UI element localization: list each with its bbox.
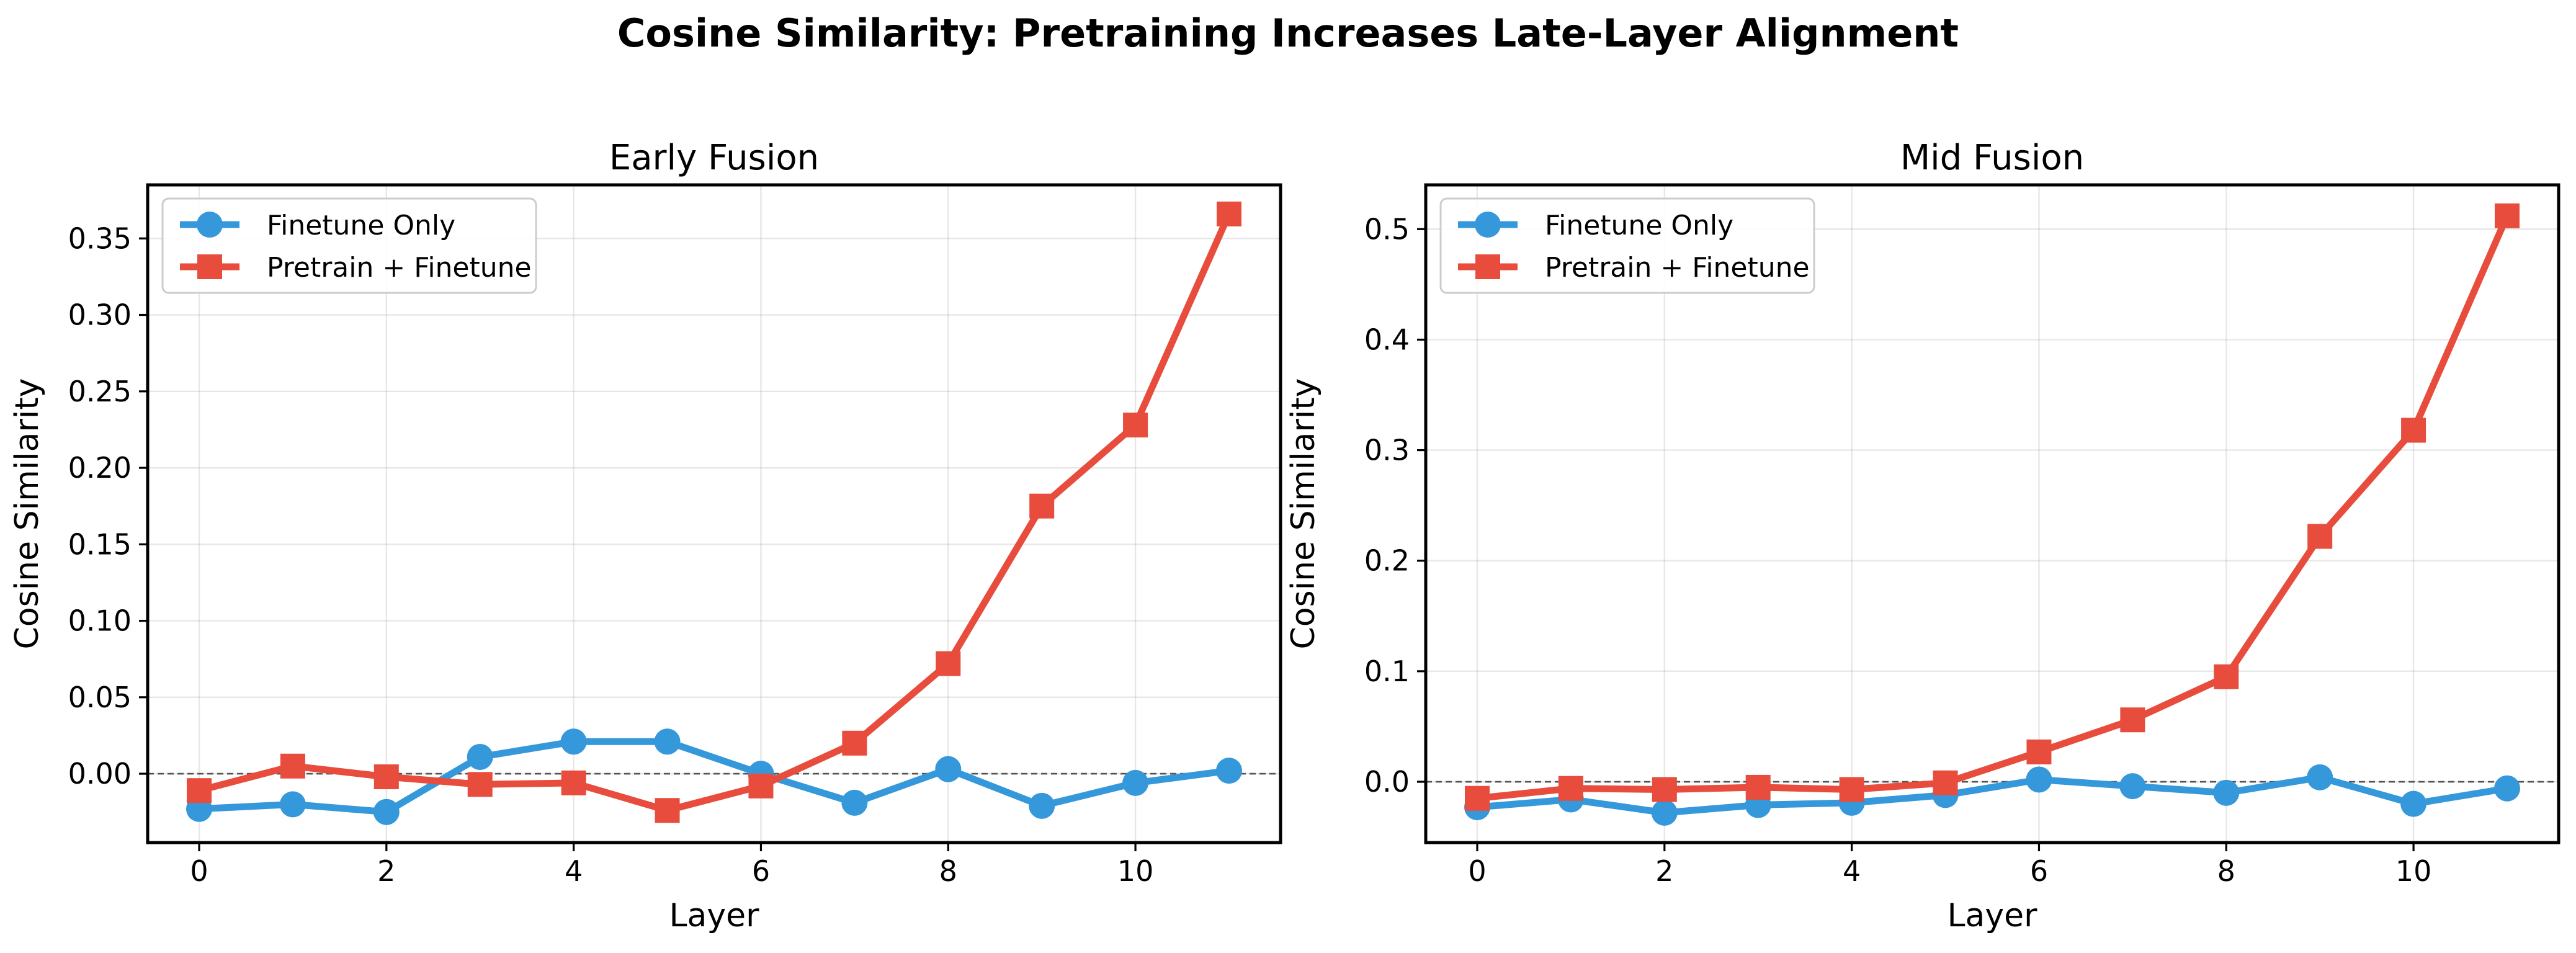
data-point xyxy=(2495,203,2520,228)
x-tick-label: 0 xyxy=(1468,854,1486,888)
data-point xyxy=(187,778,212,803)
figure-title: Cosine Similarity: Pretraining Increases… xyxy=(617,11,1959,56)
data-point xyxy=(841,789,868,816)
axes-frame xyxy=(1424,183,2560,844)
y-tick-label: 0.30 xyxy=(68,298,132,332)
data-point xyxy=(279,791,306,818)
series-line-pretrain-finetune xyxy=(1474,212,2511,802)
y-tick-label: 0.00 xyxy=(68,757,132,790)
data-point xyxy=(2214,664,2239,689)
chart-panel-0: 0 2 4 6 8 10 0.00 0.05 0.10 0.15 0.20 0.25 0.30 0.35 E… xyxy=(9,138,1282,934)
data-point xyxy=(748,773,774,799)
y-tick-label: 0.5 xyxy=(1364,212,1410,246)
data-point xyxy=(2213,779,2240,806)
legend: Finetune Only Pretrain + Finetune xyxy=(161,197,537,294)
y-tick-label: 0.15 xyxy=(68,527,132,561)
plot-area xyxy=(1426,185,2559,843)
data-point xyxy=(1651,799,1678,826)
x-axis-label: Layer xyxy=(669,897,760,934)
y-tick-label: 0.0 xyxy=(1364,765,1410,799)
data-point xyxy=(654,728,681,755)
y-tick-label: 0.4 xyxy=(1364,323,1410,356)
series-line-finetune-only xyxy=(1474,774,2511,817)
data-point xyxy=(1122,769,1149,796)
data-point xyxy=(2026,766,2052,793)
y-tick-label: 0.3 xyxy=(1364,434,1410,467)
data-point xyxy=(1652,777,1677,802)
data-point xyxy=(2400,790,2427,817)
x-tick-label: 6 xyxy=(752,854,770,888)
legend-marker xyxy=(197,212,223,238)
data-point xyxy=(1029,493,1055,519)
data-point xyxy=(655,798,680,823)
legend-label: Finetune Only xyxy=(267,210,455,241)
y-tick-label: 0.10 xyxy=(68,604,132,638)
y-tick-label: 0.25 xyxy=(68,375,132,408)
data-point xyxy=(2120,707,2145,733)
x-tick-label: 8 xyxy=(939,854,957,888)
series-line-finetune-only xyxy=(195,738,1233,816)
x-tick-label: 4 xyxy=(565,854,583,888)
chart-title: Mid Fusion xyxy=(1900,138,2084,178)
data-point xyxy=(1839,777,1864,802)
y-tick-label: 0.35 xyxy=(68,221,132,255)
y-tick-label: 0.1 xyxy=(1364,655,1410,688)
data-point xyxy=(1745,774,1771,800)
x-axis-label: Layer xyxy=(1948,897,2038,934)
data-point xyxy=(373,799,400,825)
data-point xyxy=(842,730,867,756)
x-tick-label: 0 xyxy=(190,854,208,888)
data-point xyxy=(1029,792,1055,819)
x-tick-label: 10 xyxy=(1117,854,1154,888)
y-axis-label: Cosine Similarity xyxy=(9,378,46,650)
y-tick-label: 0.20 xyxy=(68,451,132,485)
x-tick-label: 2 xyxy=(377,854,395,888)
data-point xyxy=(280,753,305,779)
legend-marker xyxy=(197,254,222,279)
legend-marker xyxy=(1475,212,1501,238)
y-tick-label: 0.05 xyxy=(68,681,132,714)
data-point xyxy=(1216,758,1242,784)
data-point xyxy=(560,728,587,755)
data-point xyxy=(1217,201,1241,226)
data-point xyxy=(2401,418,2426,443)
legend: Finetune Only Pretrain + Finetune xyxy=(1439,197,1815,294)
data-point xyxy=(935,756,962,782)
data-point xyxy=(467,743,493,770)
data-point xyxy=(1933,770,1958,795)
legend-label: Pretrain + Finetune xyxy=(1545,252,1810,284)
y-axis-label: Cosine Similarity xyxy=(1285,378,1322,650)
legend-frame xyxy=(161,197,537,294)
x-tick-label: 4 xyxy=(1843,854,1861,888)
data-point xyxy=(2119,773,2146,800)
legend-label: Finetune Only xyxy=(1545,210,1733,241)
data-point xyxy=(467,772,493,797)
data-point xyxy=(936,651,961,676)
x-tick-label: 2 xyxy=(1655,854,1673,888)
chart-panel-1: 0 2 4 6 8 10 0.0 0.1 0.2 0.3 0.4 0.5 Mid Fusion Layer… xyxy=(1285,138,2560,934)
x-tick-label: 8 xyxy=(2217,854,2235,888)
data-point xyxy=(2307,524,2333,549)
data-point xyxy=(373,764,399,789)
data-point xyxy=(2307,764,2333,790)
data-point xyxy=(2026,739,2052,764)
chart-title: Early Fusion xyxy=(609,138,819,178)
data-point xyxy=(561,770,586,795)
data-point xyxy=(2494,775,2520,802)
axes-frame xyxy=(146,183,1282,844)
data-point xyxy=(1123,413,1148,438)
legend-marker xyxy=(1475,254,1500,279)
plot-area xyxy=(148,185,1281,843)
legend-label: Pretrain + Finetune xyxy=(267,252,532,284)
x-tick-label: 6 xyxy=(2030,854,2048,888)
x-tick-label: 10 xyxy=(2395,854,2432,888)
data-point xyxy=(1558,776,1583,801)
y-tick-label: 0.2 xyxy=(1364,544,1410,578)
data-point xyxy=(1465,785,1490,811)
series-line-pretrain-finetune xyxy=(195,210,1233,814)
legend-frame xyxy=(1439,197,1815,294)
